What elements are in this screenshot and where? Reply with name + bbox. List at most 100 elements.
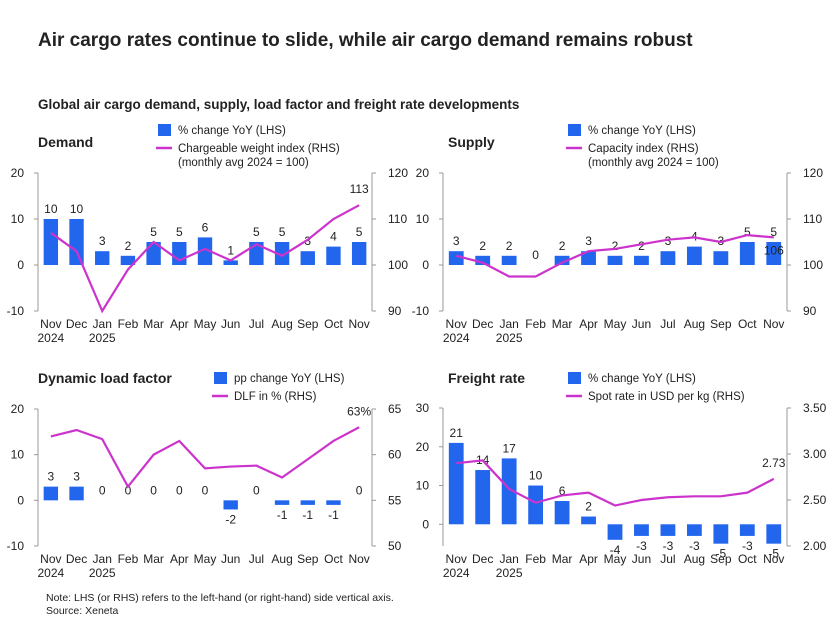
x-tick-label: Sep — [710, 317, 732, 331]
line-label: 2.73 — [762, 456, 786, 470]
line-series — [455, 233, 774, 278]
bar-label: 3 — [73, 470, 80, 484]
bar — [528, 485, 544, 525]
bar — [501, 458, 517, 525]
x-tick-label: Mar — [143, 317, 164, 331]
x-tick-label: Jul — [660, 317, 675, 331]
y2-tick-label: 65 — [388, 402, 402, 416]
x-tick-label: Dec — [66, 317, 87, 331]
bar — [501, 255, 517, 265]
x-tick-label: Jun — [221, 317, 240, 331]
bar — [146, 242, 161, 265]
line-label: 63% — [347, 404, 371, 418]
x-tick-label: May — [604, 552, 627, 566]
bar-label: 5 — [744, 225, 751, 239]
bar-label: 0 — [99, 483, 106, 497]
x-tick-label: Sep — [710, 552, 732, 566]
y2-tick-label: 110 — [803, 212, 822, 226]
line-label: 106 — [764, 243, 784, 257]
x-tick-label: May — [604, 317, 627, 331]
x-tick-label: Mar — [552, 317, 573, 331]
bar-label: 0 — [176, 483, 183, 497]
y2-tick-label: 100 — [388, 258, 408, 272]
line-series — [50, 204, 360, 314]
legend-swatch — [568, 372, 581, 384]
y-tick-label: -10 — [7, 539, 25, 553]
bar-label: -3 — [663, 539, 674, 553]
bar-label: 3 — [453, 234, 460, 248]
bar-label: -3 — [742, 539, 753, 553]
legend-label: % change YoY (LHS) — [588, 373, 696, 385]
legend-label: DLF in % (RHS) — [234, 391, 317, 403]
bar — [69, 219, 84, 265]
legend-label: Capacity index (RHS) (monthly avg 2024 = … — [588, 143, 719, 169]
x-tick-label: Nov 2024 — [443, 552, 470, 580]
x-tick-label: Nov — [348, 317, 369, 331]
bar-label: 5 — [770, 225, 777, 239]
legend-swatch — [158, 124, 171, 136]
y2-tick-label: 3.50 — [803, 401, 827, 415]
x-tick-label: Dec — [472, 317, 493, 331]
x-tick-label: Aug — [684, 552, 705, 566]
bar — [69, 486, 84, 501]
x-tick-label: Nov — [348, 552, 369, 566]
bar — [274, 500, 290, 505]
x-tick-label: Oct — [738, 317, 757, 331]
bar — [739, 242, 755, 265]
x-tick-label: Feb — [118, 552, 139, 566]
x-tick-label: Sep — [297, 552, 319, 566]
panel-title: Demand — [38, 134, 93, 150]
x-tick-label: Jun — [632, 552, 651, 566]
y-tick-label: 20 — [416, 166, 430, 180]
bar-label: -3 — [636, 539, 647, 553]
bar — [686, 246, 702, 265]
y-tick-label: 10 — [11, 448, 25, 462]
bar-label: 5 — [176, 225, 183, 239]
x-tick-label: Apr — [170, 552, 189, 566]
x-tick-label: Oct — [324, 552, 343, 566]
bar — [634, 255, 649, 265]
y2-tick-label: 2.50 — [803, 493, 827, 507]
bar-label: 0 — [532, 248, 539, 262]
y-tick-label: 10 — [11, 212, 25, 226]
y2-tick-label: 3.00 — [803, 447, 827, 461]
bar-label: -1 — [277, 508, 288, 522]
bar-label: 2 — [506, 239, 513, 253]
legend-label: Spot rate in USD per kg (RHS) — [588, 391, 745, 403]
y-tick-label: 20 — [416, 440, 430, 454]
bar — [766, 242, 782, 265]
bar-label: 0 — [125, 483, 132, 497]
bar — [475, 255, 491, 265]
x-tick-label: Aug — [271, 552, 292, 566]
y-tick-label: 0 — [422, 517, 429, 531]
bar — [634, 524, 649, 536]
x-tick-label: Nov — [763, 552, 784, 566]
x-tick-label: Feb — [525, 552, 546, 566]
bar — [766, 524, 782, 544]
bar-label: -1 — [302, 508, 313, 522]
bar-label: 3 — [304, 234, 311, 248]
x-tick-label: Aug — [271, 317, 292, 331]
bar — [448, 442, 464, 525]
bar — [554, 255, 570, 265]
x-tick-label: Nov — [763, 317, 784, 331]
bar-label: -4 — [610, 543, 621, 557]
bar — [326, 500, 341, 505]
bar-label: 0 — [202, 483, 209, 497]
bar-label: 3 — [585, 234, 592, 248]
legend-swatch — [568, 124, 581, 136]
x-tick-label: Nov 2024 — [37, 317, 64, 345]
x-tick-label: Nov 2024 — [37, 552, 64, 580]
bar-label: 1 — [227, 243, 234, 257]
panel-title: Freight rate — [448, 370, 525, 386]
legend-label: pp change YoY (LHS) — [234, 373, 345, 385]
y-tick-label: 0 — [17, 258, 24, 272]
line-series — [456, 459, 775, 507]
y2-tick-label: 60 — [388, 448, 402, 462]
bar — [326, 246, 341, 265]
bar-label: -5 — [716, 547, 727, 561]
y-tick-label: 30 — [416, 401, 430, 415]
bar — [43, 486, 59, 501]
x-tick-label: Mar — [552, 552, 573, 566]
bar — [274, 242, 290, 265]
